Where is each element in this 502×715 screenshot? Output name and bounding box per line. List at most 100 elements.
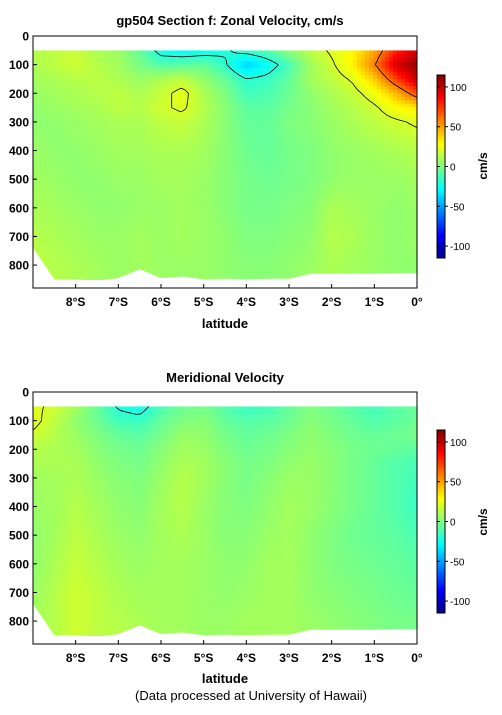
heatmap-cell bbox=[293, 218, 298, 223]
heatmap-cell bbox=[89, 139, 94, 144]
heatmap-cell bbox=[409, 232, 414, 238]
heatmap-cell bbox=[165, 143, 170, 148]
heatmap-cell bbox=[173, 164, 178, 170]
heatmap-cell bbox=[381, 175, 386, 180]
heatmap-cell bbox=[269, 146, 274, 152]
heatmap-cell bbox=[209, 132, 214, 137]
heatmap-cell bbox=[329, 146, 334, 152]
heatmap-cell bbox=[385, 161, 390, 166]
heatmap-cell bbox=[349, 218, 354, 223]
heatmap-cell bbox=[181, 193, 186, 198]
heatmap-cell bbox=[37, 118, 42, 123]
heatmap-cell bbox=[237, 129, 242, 134]
heatmap-cell bbox=[381, 93, 386, 98]
heatmap-cell bbox=[33, 53, 38, 59]
heatmap-cell bbox=[253, 82, 258, 87]
heatmap-cell bbox=[97, 86, 102, 91]
heatmap-cell bbox=[277, 64, 282, 69]
heatmap-cell bbox=[157, 218, 162, 223]
heatmap-cell bbox=[393, 189, 398, 195]
heatmap-cell bbox=[161, 204, 166, 209]
heatmap-cell bbox=[113, 121, 118, 127]
heatmap-cell bbox=[117, 200, 122, 205]
heatmap-cell bbox=[41, 64, 46, 69]
heatmap-cell bbox=[89, 179, 94, 184]
heatmap-cell bbox=[229, 57, 234, 62]
heatmap-cell bbox=[81, 78, 86, 84]
heatmap-cell bbox=[173, 186, 178, 191]
heatmap-cell bbox=[237, 53, 242, 59]
heatmap-cell bbox=[61, 100, 66, 105]
heatmap-cell bbox=[353, 179, 358, 184]
heatmap-cell bbox=[201, 111, 206, 116]
heatmap-cell bbox=[217, 93, 222, 98]
heatmap-cell bbox=[149, 179, 154, 184]
heatmap-cell bbox=[93, 132, 98, 137]
heatmap-cell bbox=[309, 71, 314, 76]
heatmap-cell bbox=[333, 121, 338, 127]
heatmap-cell bbox=[253, 104, 258, 109]
heatmap-cell bbox=[405, 143, 410, 148]
heatmap-cell bbox=[293, 57, 298, 62]
heatmap-cell bbox=[201, 154, 206, 159]
heatmap-cell bbox=[45, 229, 50, 234]
heatmap-cell bbox=[365, 143, 370, 148]
heatmap-cell bbox=[145, 129, 150, 134]
heatmap-cell bbox=[405, 157, 410, 162]
heatmap-cell bbox=[209, 161, 214, 166]
heatmap-cell bbox=[185, 114, 190, 119]
heatmap-cell bbox=[161, 232, 166, 238]
heatmap-cell bbox=[297, 111, 302, 116]
heatmap-cell bbox=[121, 68, 126, 73]
heatmap-cell bbox=[129, 225, 134, 230]
heatmap-cell bbox=[121, 186, 126, 191]
heatmap-cell bbox=[401, 204, 406, 209]
heatmap-cell bbox=[73, 229, 78, 234]
heatmap-cell bbox=[113, 93, 118, 98]
heatmap-cell bbox=[349, 68, 354, 73]
heatmap-cell bbox=[117, 61, 122, 66]
heatmap-cell bbox=[229, 157, 234, 162]
heatmap-cell bbox=[49, 53, 54, 59]
heatmap-cell bbox=[41, 186, 46, 191]
heatmap-cell bbox=[277, 232, 282, 238]
heatmap-cell bbox=[273, 136, 278, 141]
heatmap-cell bbox=[341, 225, 346, 230]
heatmap-cell bbox=[81, 161, 86, 166]
heatmap-cell bbox=[145, 214, 150, 220]
heatmap-cell bbox=[209, 129, 214, 134]
heatmap-cell bbox=[105, 114, 110, 119]
heatmap-cell bbox=[341, 61, 346, 66]
heatmap-cell bbox=[229, 143, 234, 148]
heatmap-cell bbox=[265, 189, 270, 195]
heatmap-cell bbox=[169, 154, 174, 159]
heatmap-cell bbox=[69, 104, 74, 109]
heatmap-cell bbox=[93, 229, 98, 234]
heatmap-cell bbox=[405, 118, 410, 123]
heatmap-cell bbox=[309, 175, 314, 180]
heatmap-cell bbox=[173, 136, 178, 141]
heatmap-cell bbox=[285, 111, 290, 116]
heatmap-cell bbox=[281, 179, 286, 184]
heatmap-cell bbox=[221, 96, 226, 102]
heatmap-cell bbox=[413, 193, 417, 198]
heatmap-cell bbox=[169, 75, 174, 80]
heatmap-cell bbox=[201, 229, 206, 234]
heatmap-cell bbox=[209, 118, 214, 123]
heatmap-cell bbox=[105, 118, 110, 123]
heatmap-cell bbox=[217, 193, 222, 198]
heatmap-cell bbox=[121, 222, 126, 227]
heatmap-cell bbox=[209, 154, 214, 159]
heatmap-cell bbox=[353, 114, 358, 119]
heatmap-cell bbox=[237, 172, 242, 177]
heatmap-cell bbox=[113, 204, 118, 209]
heatmap-cell bbox=[397, 182, 402, 187]
heatmap-cell bbox=[213, 164, 218, 170]
heatmap-cell bbox=[285, 93, 290, 98]
heatmap-cell bbox=[317, 168, 322, 173]
heatmap-cell bbox=[153, 125, 158, 130]
heatmap-cell bbox=[285, 175, 290, 180]
heatmap-cell bbox=[289, 143, 294, 148]
heatmap-cell bbox=[325, 229, 330, 234]
heatmap-cell bbox=[373, 100, 378, 105]
